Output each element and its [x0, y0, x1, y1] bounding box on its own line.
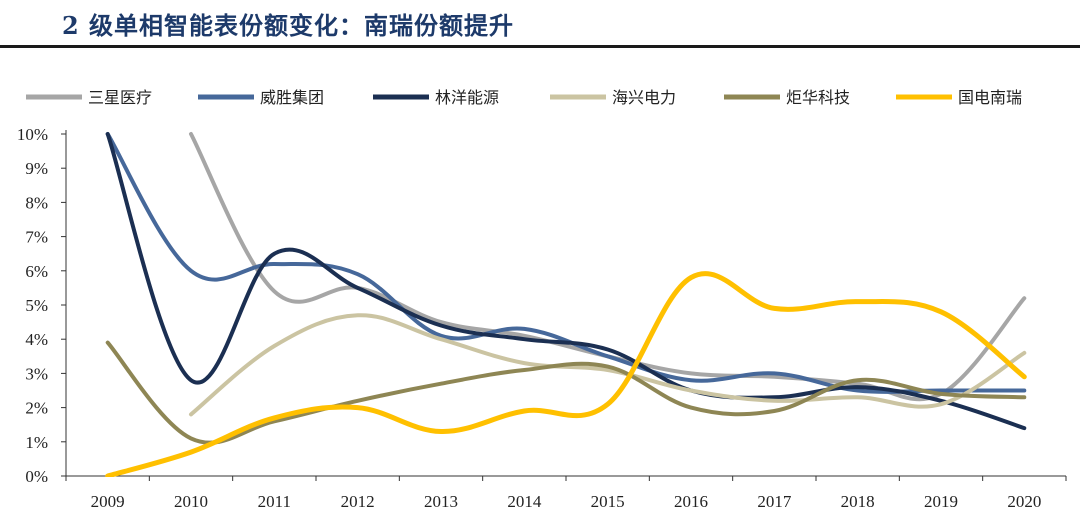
data-point [856, 300, 860, 304]
y-tick-label: 6% [25, 262, 48, 281]
data-point [106, 341, 110, 345]
data-point [1022, 296, 1026, 300]
legend: 三星医疗 威胜集团 林洋能源 海兴电力 炬华科技 国电南瑞 [26, 88, 1022, 107]
data-point [356, 313, 360, 317]
data-point [939, 402, 943, 406]
data-point [189, 436, 193, 440]
legend-label: 威胜集团 [260, 88, 324, 107]
series-line-4 [105, 340, 1027, 445]
data-point [272, 416, 276, 420]
data-point [939, 310, 943, 314]
series-line-1 [105, 132, 1027, 394]
data-point [356, 272, 360, 276]
legend-label: 三星医疗 [88, 88, 152, 107]
data-point [1022, 426, 1026, 430]
data-point [272, 344, 276, 348]
data-point [856, 395, 860, 399]
y-tick-label: 2% [25, 399, 48, 418]
x-tick-label: 2020 [1007, 492, 1041, 511]
data-point [522, 368, 526, 372]
y-tick-label: 4% [25, 330, 48, 349]
data-point [439, 337, 443, 341]
data-point [356, 399, 360, 403]
data-point [106, 474, 110, 478]
data-point [939, 392, 943, 396]
legend-label: 海兴电力 [612, 88, 676, 107]
x-tick-label: 2010 [174, 492, 208, 511]
x-tick-label: 2016 [674, 492, 708, 511]
data-point [772, 409, 776, 413]
x-tick-label: 2017 [757, 492, 792, 511]
data-point [439, 382, 443, 386]
data-point [689, 406, 693, 410]
x-tick-label: 2014 [507, 492, 542, 511]
data-point [606, 402, 610, 406]
y-tick-label: 1% [25, 433, 48, 452]
data-point [1022, 389, 1026, 393]
data-point [856, 378, 860, 382]
x-tick-label: 2012 [341, 492, 375, 511]
series-line-2 [105, 132, 1027, 431]
series-line-3 [189, 313, 1027, 417]
data-point [189, 132, 193, 136]
data-point [689, 378, 693, 382]
legend-label: 林洋能源 [435, 88, 499, 107]
data-point [272, 289, 276, 293]
series-line-0 [189, 132, 1027, 402]
x-tick-label: 2013 [424, 492, 458, 511]
x-tick-label: 2018 [841, 492, 875, 511]
data-point [689, 371, 693, 375]
data-point [522, 327, 526, 331]
x-tick-label: 2011 [258, 492, 291, 511]
data-point [439, 324, 443, 328]
data-point [1022, 395, 1026, 399]
data-point [606, 365, 610, 369]
y-tick-label: 3% [25, 364, 48, 383]
data-point [272, 252, 276, 256]
data-point [522, 409, 526, 413]
data-point [189, 450, 193, 454]
x-tick-label: 2009 [91, 492, 125, 511]
data-point [606, 347, 610, 351]
y-tick-label: 10% [17, 125, 48, 144]
series-line-5 [105, 271, 1027, 477]
y-tick-label: 0% [25, 467, 48, 486]
chart-title: 2 级单相智能表份额变化：南瑞份额提升 [62, 11, 515, 40]
data-point [772, 306, 776, 310]
legend-label: 国电南瑞 [958, 88, 1022, 107]
title-underline [0, 45, 1080, 48]
data-point [1022, 351, 1026, 355]
data-point [356, 286, 360, 290]
legend-label: 炬华科技 [786, 88, 850, 107]
y-tick-label: 9% [25, 159, 48, 178]
data-point [689, 276, 693, 280]
data-point [189, 269, 193, 273]
data-point [606, 354, 610, 358]
x-tick-label: 2019 [924, 492, 958, 511]
data-point [356, 406, 360, 410]
chart-axes: 0% 1% 2% 3% 4% 5% 6% 7% 8% 9% 10% 2009 2010 2011 2012 2… [17, 125, 1067, 511]
data-point [1022, 375, 1026, 379]
data-point [439, 430, 443, 434]
series-layer [105, 132, 1027, 478]
data-point [522, 337, 526, 341]
data-point [189, 378, 193, 382]
data-point [856, 385, 860, 389]
data-point [689, 389, 693, 393]
data-point [522, 361, 526, 365]
y-tick-label: 5% [25, 296, 48, 315]
x-tick-label: 2015 [591, 492, 625, 511]
data-point [772, 371, 776, 375]
data-point [189, 412, 193, 416]
data-point [272, 262, 276, 266]
data-point [772, 399, 776, 403]
y-tick-label: 8% [25, 193, 48, 212]
data-point [106, 132, 110, 136]
y-tick-label: 7% [25, 228, 48, 247]
